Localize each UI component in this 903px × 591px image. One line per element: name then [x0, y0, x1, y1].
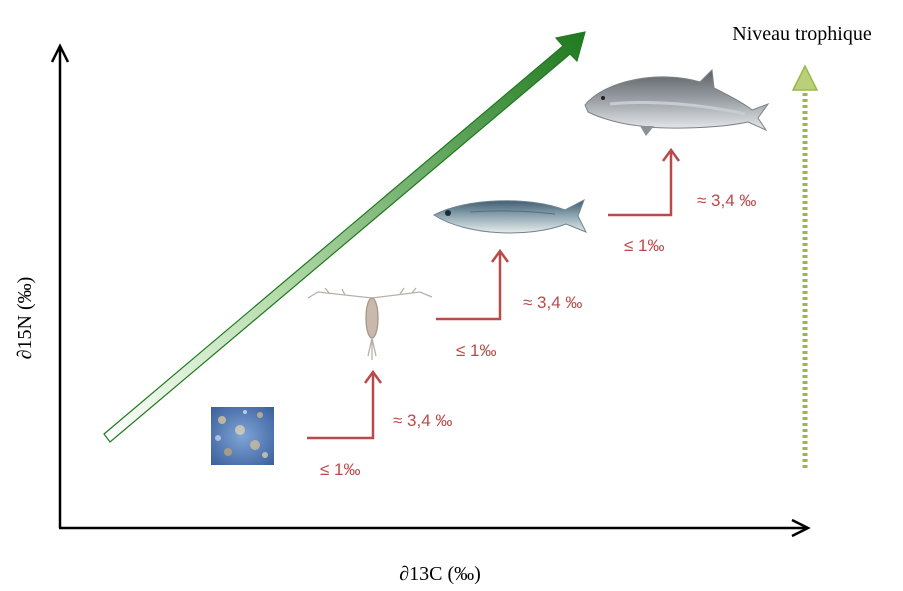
sardine-image — [433, 198, 588, 234]
trophic-level-arrow — [791, 64, 819, 468]
x-axis-label: ∂13C (‰) — [399, 563, 481, 585]
zooplankton-image — [307, 287, 433, 360]
step-3-carbon-label: ≤ 1‰ — [624, 236, 665, 255]
step-2-nitrogen-label: ≈ 3,4 ‰ — [523, 293, 582, 312]
step-arrow-3 — [608, 147, 681, 217]
step-arrow-2 — [436, 248, 510, 321]
step-1-carbon-label: ≤ 1‰ — [320, 460, 361, 479]
trophic-level-label: Niveau trophique — [732, 23, 872, 45]
step-2-carbon-label: ≤ 1‰ — [456, 341, 497, 360]
step-3-nitrogen-label: ≈ 3,4 ‰ — [697, 191, 756, 210]
y-axis-arrowhead — [50, 43, 70, 63]
x-axis-arrowhead — [791, 518, 811, 538]
dolphin-image — [584, 68, 770, 136]
axes — [50, 43, 811, 538]
step-arrow-1 — [307, 369, 383, 440]
phytoplankton-image — [211, 407, 274, 465]
y-axis-label: ∂15N (‰) — [14, 277, 36, 360]
gradient-trend-arrow — [103, 31, 586, 443]
step-1-nitrogen-label: ≈ 3,4 ‰ — [393, 411, 452, 430]
